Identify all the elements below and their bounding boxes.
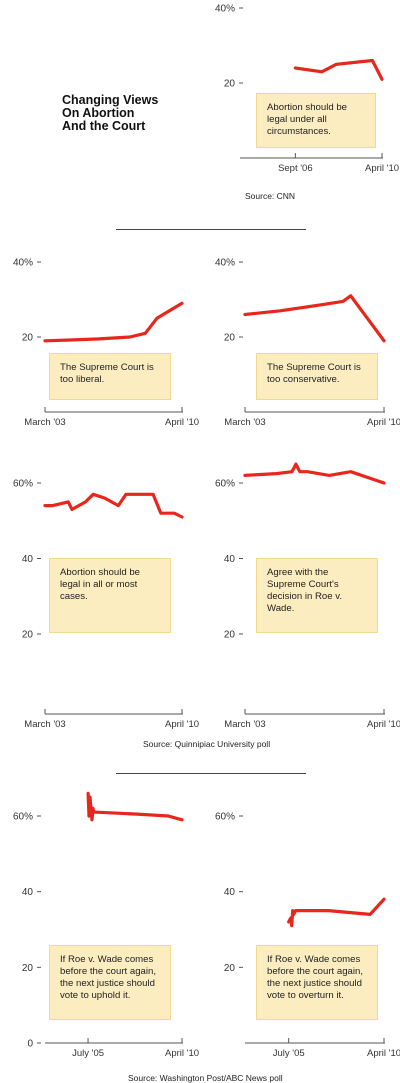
chart-5-y-label-3: 0 — [27, 1039, 33, 1050]
chart-5-y-label-2: 20 — [22, 963, 34, 974]
chart-3-x-label-1: April '10 — [165, 719, 199, 730]
chart-1-x-label-0: March '03 — [24, 417, 65, 428]
chart-0-x-label-1: April '10 — [365, 163, 399, 174]
chart-6-x-label-0: July '05 — [273, 1048, 305, 1059]
page-title: Changing Views On Abortion And the Court — [62, 93, 159, 133]
chart-4-x-label-1: April '10 — [367, 719, 400, 730]
divider-bottom — [116, 773, 306, 774]
note-box-agree-roe: Agree with the Supreme Court's decision … — [256, 558, 378, 633]
chart-0-series-line-0 — [293, 58, 384, 81]
chart-1-x-label-1: April '10 — [165, 417, 199, 428]
source-cnn: Source: CNN — [245, 191, 296, 201]
chart-5-x-label-0: July '05 — [72, 1048, 104, 1059]
chart-5-series-line-0 — [86, 791, 184, 822]
chart-2-series-line-0 — [243, 294, 386, 343]
chart-1-y-label-1: 20 — [22, 333, 34, 344]
chart-6-y-label-0: 60% — [215, 812, 235, 823]
chart-6-y-label-1: 40 — [224, 887, 236, 898]
chart-1-series-line-0 — [43, 301, 184, 343]
note-box-uphold: If Roe v. Wade comes before the court ag… — [49, 945, 171, 1020]
chart-2-y-label-0: 40% — [215, 258, 235, 269]
note-box-too-liberal: The Supreme Court is too liberal. — [49, 353, 171, 400]
chart-5-y-label-1: 40 — [22, 887, 34, 898]
note-box-legal-most: Abortion should be legal in all or most … — [49, 558, 171, 633]
chart-4-x-label-0: March '03 — [224, 719, 265, 730]
source-wapo: Source: Washington Post/ABC News poll — [128, 1073, 283, 1083]
source-quinnipiac: Source: Quinnipiac University poll — [143, 739, 271, 749]
chart-3-y-label-0: 60% — [13, 479, 33, 490]
chart-4-y-label-0: 60% — [215, 479, 235, 490]
chart-2-x-label-0: March '03 — [224, 417, 265, 428]
chart-3-x-label-0: March '03 — [24, 719, 65, 730]
chart-2-y-label-1: 20 — [224, 333, 236, 344]
chart-0-y-label-1: 20 — [224, 79, 236, 90]
note-box-overturn: If Roe v. Wade comes before the court ag… — [256, 945, 378, 1020]
chart-5-x-label-1: April '10 — [165, 1048, 199, 1059]
chart-4-series-line-0 — [243, 462, 386, 485]
divider-top — [116, 229, 306, 230]
chart-6-y-label-2: 20 — [224, 963, 236, 974]
chart-2-x-label-1: April '10 — [367, 417, 400, 428]
chart-1-y-label-0: 40% — [13, 258, 33, 269]
note-box-cnn: Abortion should be legal under all circu… — [256, 93, 376, 148]
chart-0-x-label-0: Sept '06 — [278, 163, 313, 174]
chart-3-y-label-2: 20 — [22, 630, 34, 641]
chart-4-y-label-2: 20 — [224, 630, 236, 641]
chart-6-x-label-1: April '10 — [367, 1048, 400, 1059]
chart-5-y-label-0: 60% — [13, 812, 33, 823]
chart-3-y-label-1: 40 — [22, 554, 34, 565]
chart-4-y-label-1: 40 — [224, 554, 236, 565]
chart-0-y-label-0: 40% — [215, 4, 235, 15]
chart-6-series-line-0 — [287, 897, 386, 928]
note-box-too-conservative: The Supreme Court is too conservative. — [256, 353, 378, 400]
chart-3-series-line-0 — [43, 492, 184, 519]
